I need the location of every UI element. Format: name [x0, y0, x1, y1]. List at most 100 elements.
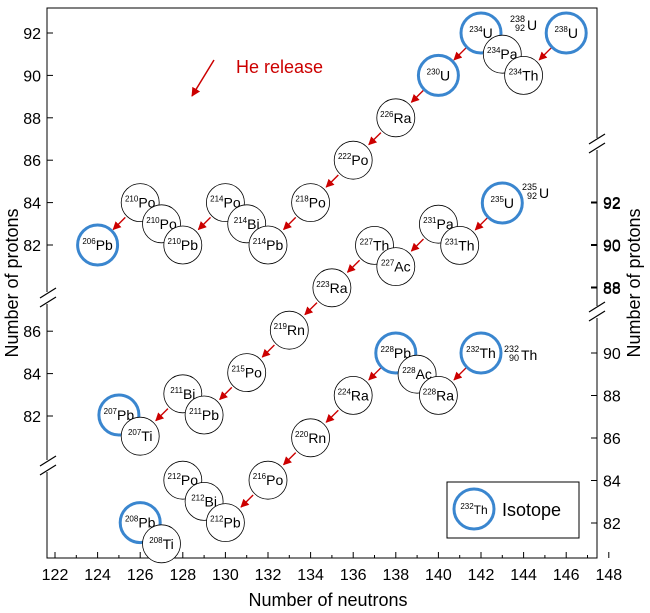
- alpha-decay-arrow: [325, 174, 339, 188]
- nuclide-label: 214Bi: [234, 216, 260, 232]
- nuclide-mass: 232: [466, 345, 480, 354]
- nuclide-symbol: Th: [522, 67, 538, 83]
- y-right-tick-label: 84: [603, 474, 621, 491]
- alpha-decay-arrow: [346, 259, 361, 273]
- nuclide-symbol: Po: [224, 195, 241, 211]
- nuclide-mass: 208: [149, 536, 163, 545]
- nuclide-symbol: Pa: [437, 216, 454, 232]
- nuclide-mass: 210: [125, 195, 139, 204]
- nuclide-node: 234Th: [504, 56, 543, 95]
- nuclide-mass: 206: [82, 237, 96, 246]
- x-tick-label: 124: [84, 567, 111, 584]
- nuclide-circle: [333, 375, 373, 415]
- nuclide-symbol: Th: [480, 345, 496, 361]
- nuclide-mass: 228: [423, 387, 437, 396]
- alpha-decay-arrow: [197, 216, 212, 231]
- nuclide-label: 231Pa: [423, 216, 454, 232]
- nuclide-label: 210Po: [146, 216, 177, 232]
- alpha-decay-arrow: [112, 216, 126, 231]
- series-mass: 238: [510, 14, 525, 24]
- nuclide-symbol: Bi: [247, 216, 259, 232]
- nuclide-mass: 210: [168, 237, 182, 246]
- nuclide-node: 227Ac: [376, 247, 416, 287]
- nuclide-mass: 223: [316, 280, 330, 289]
- series-symbol: U: [527, 17, 537, 33]
- y-right-tick-label: 92: [603, 196, 621, 213]
- nuclide-symbol: Ti: [163, 536, 174, 552]
- nuclide-symbol: Po: [181, 472, 198, 488]
- axis-break-line: [39, 464, 57, 476]
- nuclide-circle: [376, 98, 416, 138]
- series-z: 92: [515, 23, 525, 33]
- nuclide-mass: 211: [170, 386, 183, 395]
- nuclide-circle: [142, 524, 181, 564]
- nuclide-node: 219Rn: [269, 310, 309, 350]
- alpha-decay-arrow: [453, 47, 467, 61]
- axis-break-line: [588, 133, 606, 145]
- nuclide-symbol: U: [483, 25, 493, 41]
- nuclide-mass: 226: [380, 110, 394, 119]
- nuclide-mass: 212: [168, 472, 182, 481]
- y-left-tick-label: 82: [23, 238, 41, 255]
- nuclide-circle: [227, 353, 267, 393]
- nuclide-mass: 227: [360, 237, 374, 246]
- nuclide-mass: 234: [469, 25, 483, 34]
- isotope-circle: [416, 53, 460, 97]
- nuclide-symbol: Pb: [266, 237, 283, 253]
- y-right-tick-label: 86: [603, 431, 621, 448]
- nuclide-mass: 234: [509, 67, 523, 76]
- nuclide-node: 208Ti: [142, 524, 181, 564]
- nuclide-symbol: Pa: [500, 46, 517, 62]
- alpha-decay-arrow: [474, 217, 488, 231]
- y-axis-title-right: Number of protons: [624, 208, 644, 357]
- nuclide-label: 214Po: [210, 195, 241, 211]
- x-tick-label: 134: [297, 567, 324, 584]
- legend-isotope-icon: [452, 487, 496, 531]
- nuclide-mass: 230: [427, 67, 441, 76]
- nuclide-mass: 228: [381, 345, 395, 354]
- x-tick-label: 128: [169, 567, 196, 584]
- nuclide-circle: [205, 503, 245, 542]
- nuclide-symbol: Po: [266, 472, 283, 488]
- x-axis-title: Number of neutrons: [248, 590, 407, 610]
- nuclide-symbol: Pb: [202, 407, 219, 423]
- nuclide-label: 207Pb: [104, 407, 135, 423]
- nuclide-node: 226Ra: [376, 98, 416, 138]
- nuclide-symbol: Ra: [436, 387, 454, 403]
- nuclide-mass: 214: [234, 216, 248, 225]
- nuclide-node: 228Ra: [418, 375, 458, 415]
- nuclide-circle: [291, 183, 331, 223]
- nuclide-label: 211Bi: [170, 386, 195, 402]
- nuclide-symbol: Pb: [96, 237, 113, 253]
- nuclide-mass: 214: [253, 237, 267, 246]
- nuclide-circle: [376, 247, 416, 287]
- nuclide-circle: [120, 416, 160, 456]
- nuclide-label: 227Th: [360, 237, 390, 253]
- alpha-decay-arrow: [261, 344, 275, 358]
- nuclide-node: 222Po: [333, 140, 373, 180]
- alpha-decay-arrow: [453, 367, 467, 381]
- nuclide-symbol: Ac: [416, 366, 432, 382]
- nuclide-node: 214Bi: [227, 204, 267, 244]
- nuclide-label: 210Po: [125, 195, 156, 211]
- nuclide-label: 212Po: [168, 472, 199, 488]
- nuclide-label: 234Pa: [487, 46, 518, 62]
- nuclide-symbol: Ra: [394, 110, 412, 126]
- alpha-decay-arrow: [282, 216, 297, 231]
- nuclide-symbol: Pb: [181, 237, 198, 253]
- nuclide-symbol: Ra: [330, 280, 348, 296]
- y-axis-title-left: Number of protons: [2, 208, 22, 357]
- alpha-decay-arrow: [219, 386, 233, 401]
- nuclide-label: 230U: [427, 67, 450, 83]
- nuclide-label: 228Ra: [423, 387, 454, 403]
- nuclide-mass: 214: [210, 195, 224, 204]
- nuclide-label: 234U: [469, 25, 492, 41]
- nuclide-node: 210Pb: [163, 225, 203, 265]
- nuclide-mass: 235: [491, 195, 505, 204]
- nuclide-node: 223Ra: [312, 268, 352, 308]
